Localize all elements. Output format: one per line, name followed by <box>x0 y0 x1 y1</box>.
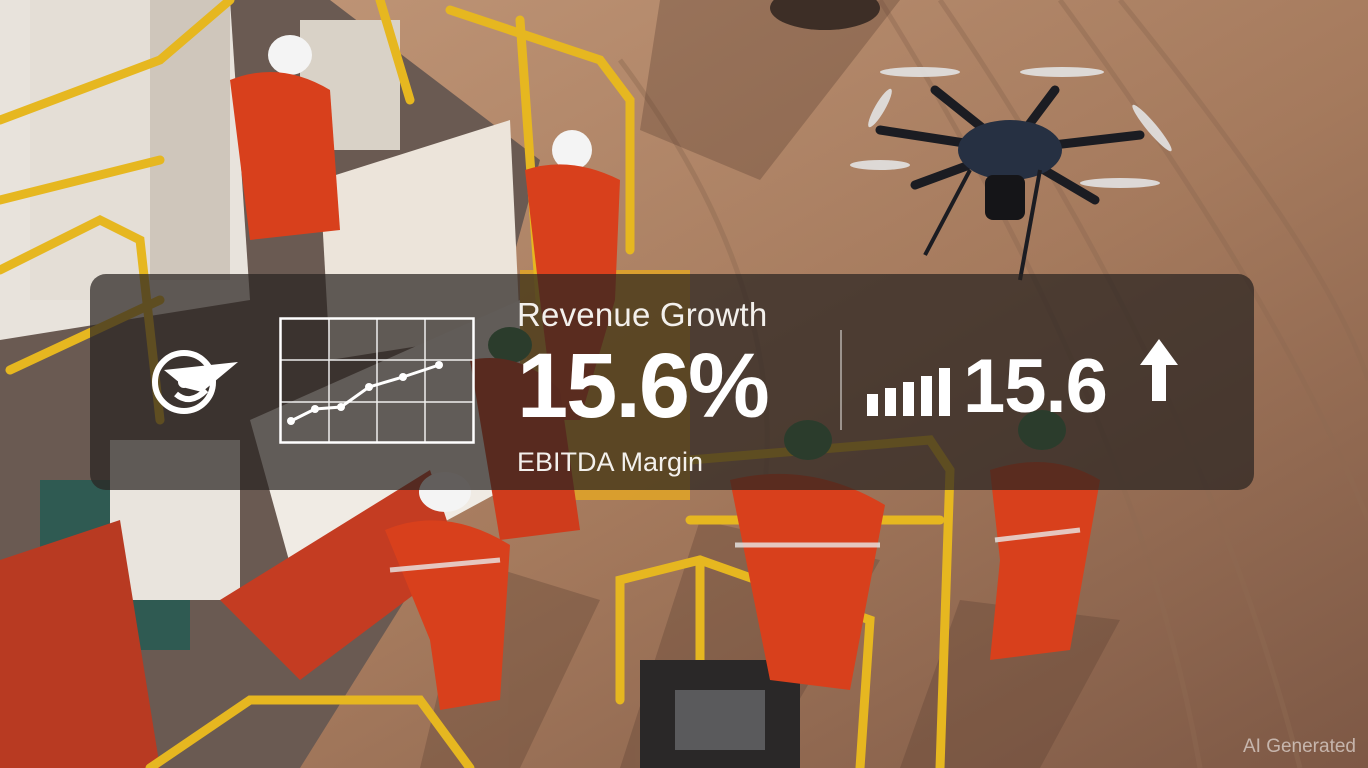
ai-generated-watermark: AI Generated <box>1242 736 1356 757</box>
signal-bars-icon <box>867 368 950 416</box>
primary-metric-value: 15.6% <box>517 335 770 437</box>
metric-divider <box>840 330 842 430</box>
vehicle-tire <box>770 0 880 30</box>
ebitda-margin-label: EBITDA Margin <box>517 447 704 477</box>
secondary-metric-value: 15.6 <box>963 344 1108 429</box>
revenue-growth-label: Revenue Growth <box>517 296 768 333</box>
company-emblem-icon <box>152 350 238 414</box>
drone <box>850 67 1172 281</box>
kpi-overlay-panel <box>90 274 1254 490</box>
arrow-up-icon <box>1140 339 1178 401</box>
line-chart-icon <box>279 317 475 444</box>
